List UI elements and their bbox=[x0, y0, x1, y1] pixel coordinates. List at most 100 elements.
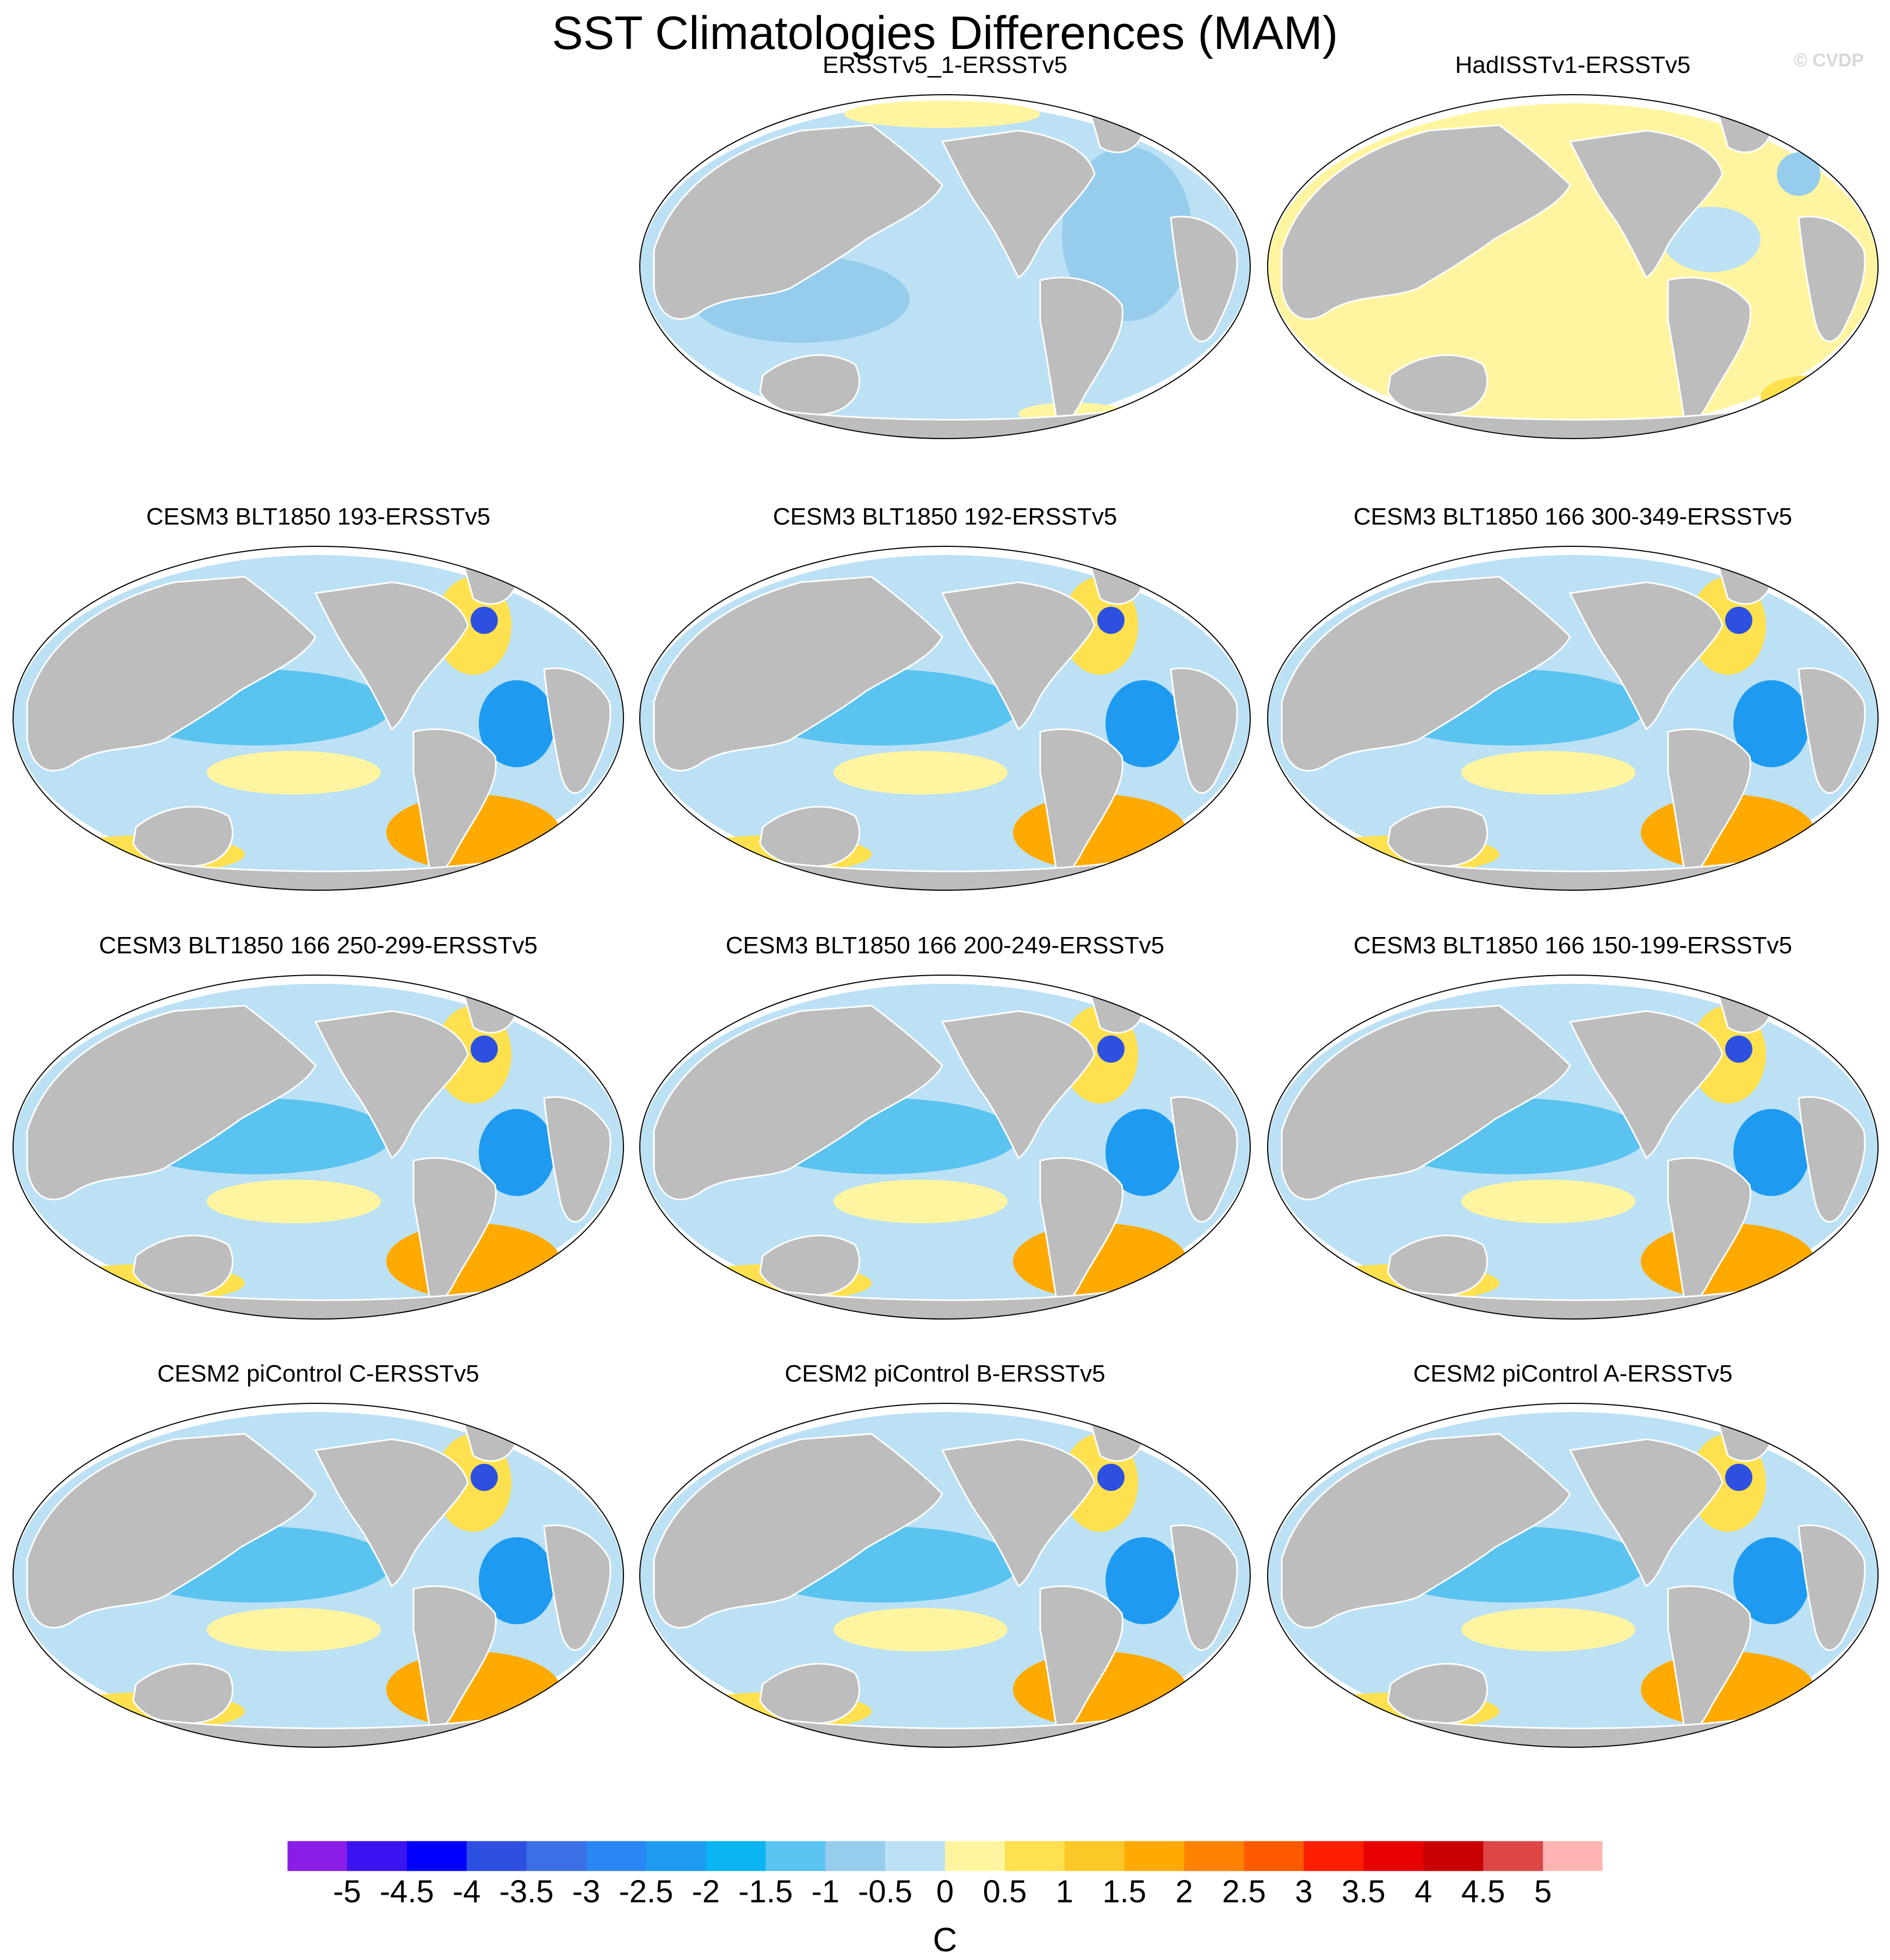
land-mass bbox=[132, 1663, 234, 1725]
colorbar-frame bbox=[287, 1840, 1603, 1872]
sst-contour-region bbox=[1725, 607, 1752, 634]
chart-title: SST Climatologies Differences (MAM) bbox=[552, 7, 1338, 59]
map-panel: CESM3 BLT1850 166 300-349-ERSSTv5 bbox=[1265, 503, 1880, 895]
world-map bbox=[639, 1403, 1251, 1748]
land-mass bbox=[941, 1438, 1096, 1588]
sst-contour-region bbox=[1777, 152, 1820, 196]
land-mass bbox=[26, 576, 317, 772]
colorbar-box bbox=[1004, 1841, 1065, 1871]
land-mass bbox=[1281, 124, 1571, 320]
land-mass bbox=[314, 1438, 469, 1588]
land-mass bbox=[26, 1433, 317, 1629]
sst-difference-field bbox=[640, 555, 1250, 890]
sst-contour-region bbox=[1733, 1537, 1809, 1624]
land-mass bbox=[1667, 728, 1751, 876]
sst-contour-region bbox=[833, 1180, 1008, 1223]
sst-contour-region bbox=[1097, 1036, 1125, 1063]
colorbar-box bbox=[1244, 1841, 1304, 1871]
land-mass bbox=[1798, 1524, 1866, 1651]
sst-contour-region bbox=[1733, 680, 1809, 767]
land-mass bbox=[412, 728, 497, 876]
map-panel: CESM3 BLT1850 166 150-199-ERSSTv5 bbox=[1265, 932, 1880, 1324]
colorbar-box bbox=[526, 1841, 587, 1871]
land-mass bbox=[1170, 215, 1238, 342]
map-panel: ERSSTv5_1-ERSSTv5 bbox=[638, 52, 1252, 443]
land-mass bbox=[759, 354, 861, 416]
colorbar-tick-label: 0 bbox=[936, 1874, 954, 1909]
land-mass bbox=[1170, 1524, 1238, 1651]
world-map bbox=[639, 975, 1251, 1320]
map-border bbox=[1267, 975, 1879, 1320]
land-mass bbox=[543, 1096, 612, 1223]
map-border bbox=[13, 975, 624, 1320]
sst-contour-region bbox=[471, 607, 498, 634]
map-border bbox=[1267, 94, 1879, 439]
sst-contour-region bbox=[1105, 1537, 1182, 1624]
colorbar-tick-label: -4.5 bbox=[379, 1874, 434, 1909]
map-border bbox=[639, 94, 1251, 439]
colorbar-box bbox=[706, 1841, 766, 1871]
colorbar-tick-label: 0.5 bbox=[983, 1874, 1027, 1909]
land-mass bbox=[1568, 581, 1724, 731]
colorbar-box bbox=[1184, 1841, 1245, 1871]
colorbar-tick-label: -1 bbox=[811, 1874, 839, 1909]
land-mass bbox=[941, 581, 1096, 731]
sst-contour-region bbox=[833, 1608, 1008, 1651]
map-border bbox=[13, 1403, 624, 1748]
map-panel: CESM3 BLT1850 192-ERSSTv5 bbox=[638, 503, 1252, 895]
colorbar-tick-label: 4 bbox=[1415, 1874, 1432, 1909]
land-mass bbox=[1798, 667, 1866, 794]
land-mass bbox=[26, 1004, 317, 1200]
map-panel: HadISSTv1-ERSSTv5 bbox=[1265, 52, 1880, 443]
sst-difference-field bbox=[1268, 555, 1877, 890]
sst-contour-region bbox=[833, 751, 1008, 794]
land-mass bbox=[1170, 1096, 1238, 1223]
land-mass bbox=[653, 576, 943, 772]
panel-title: CESM2 piControl B-ERSSTv5 bbox=[785, 1360, 1105, 1387]
world-map bbox=[1267, 546, 1879, 891]
colorbar-tick-label: 1 bbox=[1055, 1874, 1073, 1909]
world-map bbox=[13, 546, 624, 891]
land-mass bbox=[1281, 1004, 1571, 1200]
map-border bbox=[1267, 1403, 1879, 1748]
land-mass bbox=[1667, 1585, 1751, 1733]
panel-title: CESM3 BLT1850 166 250-299-ERSSTv5 bbox=[98, 932, 538, 959]
sst-contour-region bbox=[1663, 207, 1761, 272]
sst-contour-region bbox=[471, 1464, 498, 1491]
land-mass bbox=[412, 1585, 497, 1733]
colorbar-box bbox=[646, 1841, 706, 1871]
colorbar-box bbox=[885, 1841, 946, 1871]
map-border bbox=[639, 1403, 1251, 1748]
land-mass bbox=[543, 1524, 612, 1651]
land-mass bbox=[1039, 276, 1123, 424]
land-mass bbox=[543, 667, 612, 794]
sst-difference-field bbox=[640, 101, 1250, 439]
land-mass bbox=[1170, 667, 1238, 794]
land-mass bbox=[1568, 1438, 1724, 1588]
sst-contour-region bbox=[479, 1537, 555, 1624]
land-mass bbox=[653, 124, 943, 320]
colorbar-box bbox=[287, 1841, 348, 1871]
colorbar-box bbox=[1304, 1841, 1364, 1871]
colorbar-box bbox=[406, 1841, 467, 1871]
map-panel: CESM2 piControl C-ERSSTv5 bbox=[11, 1360, 626, 1752]
colorbar-tick-label: -0.5 bbox=[858, 1874, 913, 1909]
sst-difference-field bbox=[14, 984, 623, 1319]
map-panel: CESM2 piControl B-ERSSTv5 bbox=[638, 1360, 1252, 1752]
panel-title: CESM2 piControl C-ERSSTv5 bbox=[157, 1360, 479, 1387]
colorbar-box bbox=[1483, 1841, 1543, 1871]
world-map bbox=[1267, 975, 1879, 1320]
colorbar-tick-label: -2 bbox=[691, 1874, 720, 1909]
land-mass bbox=[1281, 576, 1571, 772]
land-mass bbox=[1667, 276, 1751, 424]
colorbar-box bbox=[825, 1841, 886, 1871]
panel-title: CESM3 BLT1850 193-ERSSTv5 bbox=[146, 503, 491, 530]
colorbar-box bbox=[1543, 1841, 1603, 1871]
colorbar-tick-label: -3.5 bbox=[499, 1874, 554, 1909]
colorbar-tick-label: 3.5 bbox=[1342, 1874, 1386, 1909]
panel-title: CESM3 BLT1850 166 300-349-ERSSTv5 bbox=[1353, 503, 1793, 530]
land-mass bbox=[653, 1433, 943, 1629]
sst-contour-region bbox=[1733, 1109, 1809, 1196]
map-panel: CESM3 BLT1850 193-ERSSTv5 bbox=[11, 503, 626, 895]
colorbar-tick-label: 5 bbox=[1534, 1874, 1552, 1909]
